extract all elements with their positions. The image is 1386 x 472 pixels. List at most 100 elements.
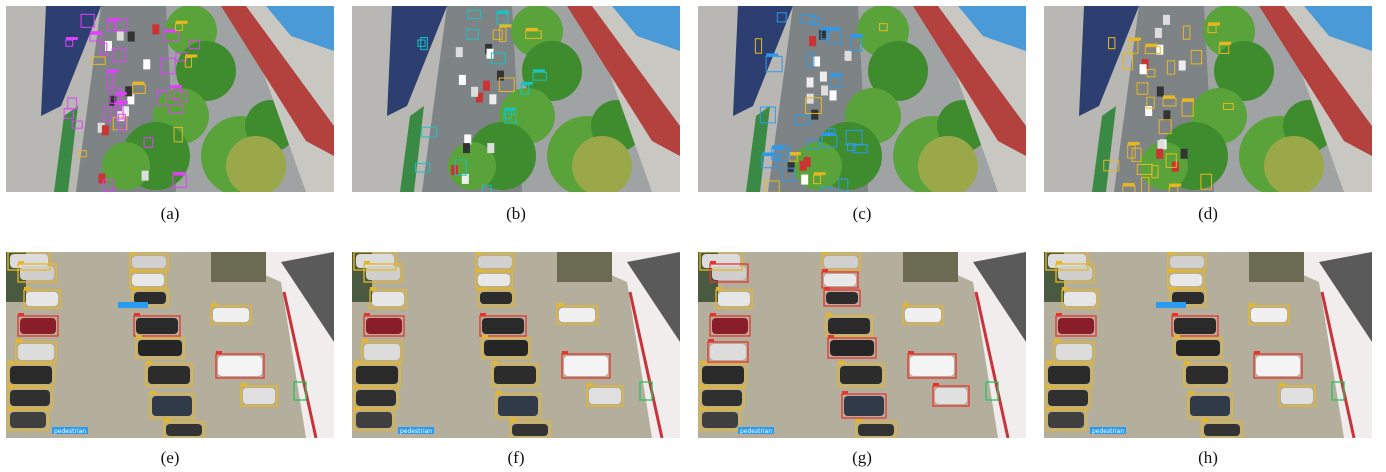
shop-sign [746,106,770,192]
detection-box [1045,363,1093,387]
building-roof [1319,252,1372,342]
parked-car [910,356,954,376]
detection-tag [132,287,138,290]
detection-box [1146,68,1156,78]
detection-box [827,337,877,359]
parked-car [478,256,512,268]
car-mark [464,134,472,145]
detection-tag [903,303,909,306]
blue-roof [612,6,680,51]
detection-box [1045,252,1089,271]
panel-a [6,6,334,192]
parked-car [824,274,856,286]
detection-tag [1208,22,1221,26]
parked-car [1176,340,1220,356]
detection-box [902,305,944,325]
detection-box [754,38,763,54]
detection-tag [492,361,498,364]
parked-car [482,318,524,334]
detection-tag [766,53,779,57]
detection-box [173,127,183,143]
panel-g-image: pedestrian [698,252,1026,438]
detection-box [1055,263,1095,283]
parked-car [710,344,746,360]
detection-box [841,393,887,419]
detection-tag [1170,287,1176,290]
shrubs [1249,252,1304,282]
detection-box [1053,341,1095,363]
detection-box [498,77,515,93]
detection-tag [132,81,145,85]
detection-tag [175,20,188,24]
detection-tag [185,54,198,58]
detection-box [353,363,401,387]
detection-tag [761,152,774,156]
detection-box [1190,49,1203,65]
detection-box [1253,353,1303,379]
detection-box [1122,53,1134,71]
detection-box [699,363,747,387]
detection-box [764,180,780,192]
detection-box [907,353,957,379]
detection-tag [16,339,22,342]
detection-box [556,305,598,325]
green-detection [985,381,999,401]
detection-tag [8,385,14,388]
parked-car [1256,356,1300,376]
detection-tag [838,361,844,364]
red-stripe [1320,291,1356,438]
right-building [567,6,680,192]
detection-box [1183,363,1231,387]
detection-box [7,252,51,271]
detection-tag [211,303,217,306]
car-mark [104,40,112,51]
detection-box [759,106,776,124]
detection-box [779,145,790,157]
car-mark [1162,14,1170,25]
red-roof [221,6,334,156]
detection-box [102,179,115,192]
parked-car [366,318,402,334]
pedestrian-label: pedestrian [54,428,86,435]
parked-car [830,340,874,356]
detection-box [100,42,108,56]
parked-car [1251,308,1287,322]
parked-car [20,318,56,334]
detection-tag [1169,183,1182,187]
detection-tag [813,172,826,176]
right-building [221,6,334,192]
detection-box [1167,271,1205,289]
detection-tag [114,92,127,96]
parked-car [712,318,748,334]
parked-car [559,308,595,322]
detection-tag [172,171,185,175]
parked-car [1170,256,1204,268]
car-mark [143,59,151,70]
detection-box [129,253,169,271]
car-mark [496,70,504,81]
detection-box [1140,176,1150,192]
detection-tag [499,24,512,28]
car-mark [819,29,827,40]
parked-car [356,390,396,406]
caption-a: (a) [160,204,180,223]
parked-car [478,274,510,286]
red-stripe [628,291,664,438]
detection-box [1167,253,1207,271]
detection-box [699,252,743,271]
pedestrian-tag [118,302,148,308]
parked-car [905,308,941,322]
detection-tag [1046,361,1052,364]
red-stripe [974,291,1010,438]
detection-tag [700,361,706,364]
detection-tag [1129,37,1142,41]
panel-b-image [352,6,680,192]
detection-box [806,52,815,68]
detection-box [1131,147,1142,162]
detection-box [852,143,868,154]
panel-c [698,6,1026,192]
detection-box [1248,305,1290,325]
detection-box [821,271,859,289]
detection-box [586,385,624,407]
